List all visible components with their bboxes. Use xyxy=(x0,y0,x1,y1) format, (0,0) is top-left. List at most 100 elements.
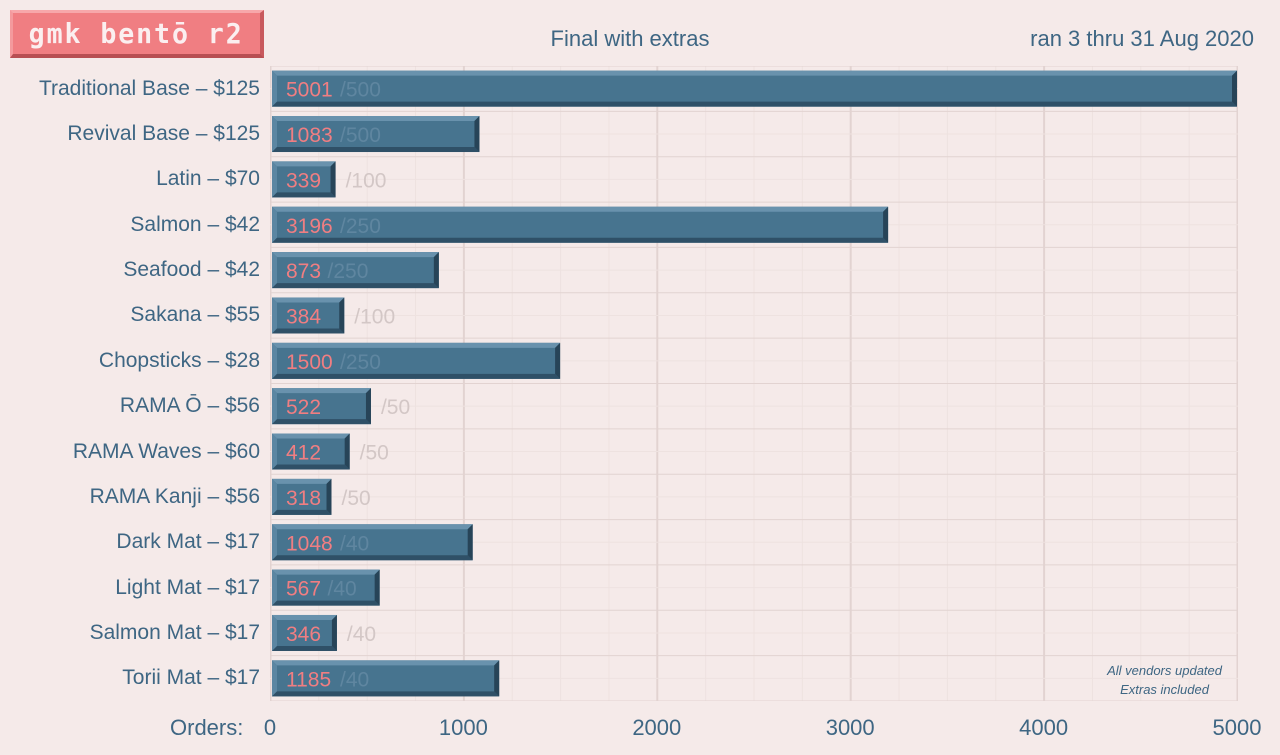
bar-bevel-left xyxy=(272,569,277,606)
bar-bevel-left xyxy=(272,161,277,198)
bar xyxy=(272,614,337,651)
bar-bevel-left xyxy=(272,388,277,425)
bar-bevel-top xyxy=(272,342,561,348)
date-range: ran 3 thru 31 Aug 2020 xyxy=(1030,26,1254,51)
bar-bevel-top xyxy=(272,252,439,258)
bar-bevel-right xyxy=(494,660,500,697)
moq-label: /250 xyxy=(328,260,369,283)
bar-bevel-right xyxy=(326,478,332,515)
bar xyxy=(272,297,345,334)
bar-group xyxy=(272,252,439,289)
x-tick-label: 1000 xyxy=(438,715,488,740)
bar-bevel-right xyxy=(883,206,889,243)
bar-group xyxy=(272,161,336,198)
bar xyxy=(272,433,350,470)
bar-group xyxy=(272,116,480,153)
bar-bevel-right xyxy=(555,342,561,379)
bar-bevel-left xyxy=(272,478,277,515)
bar-bevel-top xyxy=(272,388,371,394)
bar xyxy=(272,524,473,561)
bar-bevel-bottom xyxy=(272,645,337,651)
category-label: Traditional Base – $125 xyxy=(38,76,260,100)
category-label: Salmon Mat – $17 xyxy=(89,620,260,644)
bar-bevel-top xyxy=(272,569,380,575)
bar-value-label: 1048 xyxy=(286,532,333,555)
bar-bevel-bottom xyxy=(272,509,332,515)
bar-bevel-right xyxy=(344,433,350,470)
bar-bevel-top xyxy=(272,660,500,666)
moq-label: /40 xyxy=(328,578,357,601)
bar-value-label: 412 xyxy=(286,442,321,465)
value-number: 3196 xyxy=(286,215,333,238)
bar xyxy=(272,252,439,289)
bar-bevel-right xyxy=(331,614,337,651)
moq-label: /500 xyxy=(340,124,381,147)
value-number: 1500 xyxy=(286,351,333,374)
bar-bevel-right xyxy=(365,388,371,425)
moq-label: /100 xyxy=(346,169,387,192)
category-label: Latin – $70 xyxy=(156,167,260,191)
bar-bevel-top xyxy=(272,614,337,620)
bar-bevel-left xyxy=(272,433,277,470)
bar-bevel-left xyxy=(272,524,277,561)
moq-label: /250 xyxy=(340,351,381,374)
moq-label: /50 xyxy=(360,442,389,465)
bar-bevel-right xyxy=(433,252,439,289)
category-label: Revival Base – $125 xyxy=(67,122,260,146)
bar xyxy=(272,206,889,243)
value-number: 339 xyxy=(286,169,321,192)
bar-bevel-right xyxy=(374,569,380,606)
bar-bevel-right xyxy=(467,524,473,561)
bar-bevel-top xyxy=(272,161,336,167)
bar-value-label: 1500 xyxy=(286,351,333,374)
footnote-line-2: Extras included xyxy=(1120,682,1209,697)
bar-bevel-right xyxy=(1232,70,1237,107)
bar-group xyxy=(272,70,1237,107)
bar-value-label: 339 xyxy=(286,169,321,192)
value-number: 384 xyxy=(286,305,321,328)
value-number: 1083 xyxy=(286,124,333,147)
category-label: Salmon – $42 xyxy=(130,212,260,236)
bar-bevel-bottom xyxy=(272,464,350,470)
category-label: Torii Mat – $17 xyxy=(122,666,260,690)
bar-bevel-top xyxy=(272,206,889,212)
bar-bevel-bottom xyxy=(272,237,889,243)
x-tick-label: 0 xyxy=(263,715,277,740)
bar-bevel-left xyxy=(272,116,277,153)
bar-bevel-bottom xyxy=(272,283,439,289)
moq-label: /100 xyxy=(354,305,395,328)
x-tick-label: 3000 xyxy=(825,715,875,740)
bar-bevel-left xyxy=(272,252,277,289)
x-tick-label: 5000 xyxy=(1212,715,1262,740)
bar xyxy=(272,569,380,606)
value-number: 318 xyxy=(286,487,321,510)
bar-bevel-top xyxy=(272,297,345,303)
bar xyxy=(272,660,500,697)
value-number: 346 xyxy=(286,623,321,646)
bar-value-label: 5001 xyxy=(286,79,333,102)
bar-bevel-bottom xyxy=(272,600,380,606)
bar-group xyxy=(272,614,337,651)
bar-group xyxy=(272,388,371,425)
category-label: RAMA Kanji – $56 xyxy=(89,484,260,508)
x-tick-label: 2000 xyxy=(632,715,682,740)
value-number: 1185 xyxy=(286,668,331,691)
bar-bevel-top xyxy=(272,524,473,530)
bar-bevel-top xyxy=(272,116,480,122)
bar-bevel-left xyxy=(272,206,277,243)
bar xyxy=(272,116,480,153)
bar-group xyxy=(272,660,500,697)
bar-value-label: 567 xyxy=(286,578,321,601)
bar-bevel-top xyxy=(272,478,332,484)
bar-bevel-bottom xyxy=(272,419,371,425)
bar-bevel-bottom xyxy=(272,192,336,198)
bar-value-label: 522 xyxy=(286,396,321,419)
value-number: 5001 xyxy=(286,79,333,102)
category-label: Chopsticks – $28 xyxy=(98,348,260,372)
bar-chart: 5001/500 1083/500 339/100 3196/250 873/250 38… xyxy=(270,66,1238,701)
bar xyxy=(272,161,336,198)
value-number: 873 xyxy=(286,260,321,283)
category-label: RAMA Waves – $60 xyxy=(72,439,260,463)
bar xyxy=(272,70,1237,107)
moq-label: /500 xyxy=(340,79,381,102)
